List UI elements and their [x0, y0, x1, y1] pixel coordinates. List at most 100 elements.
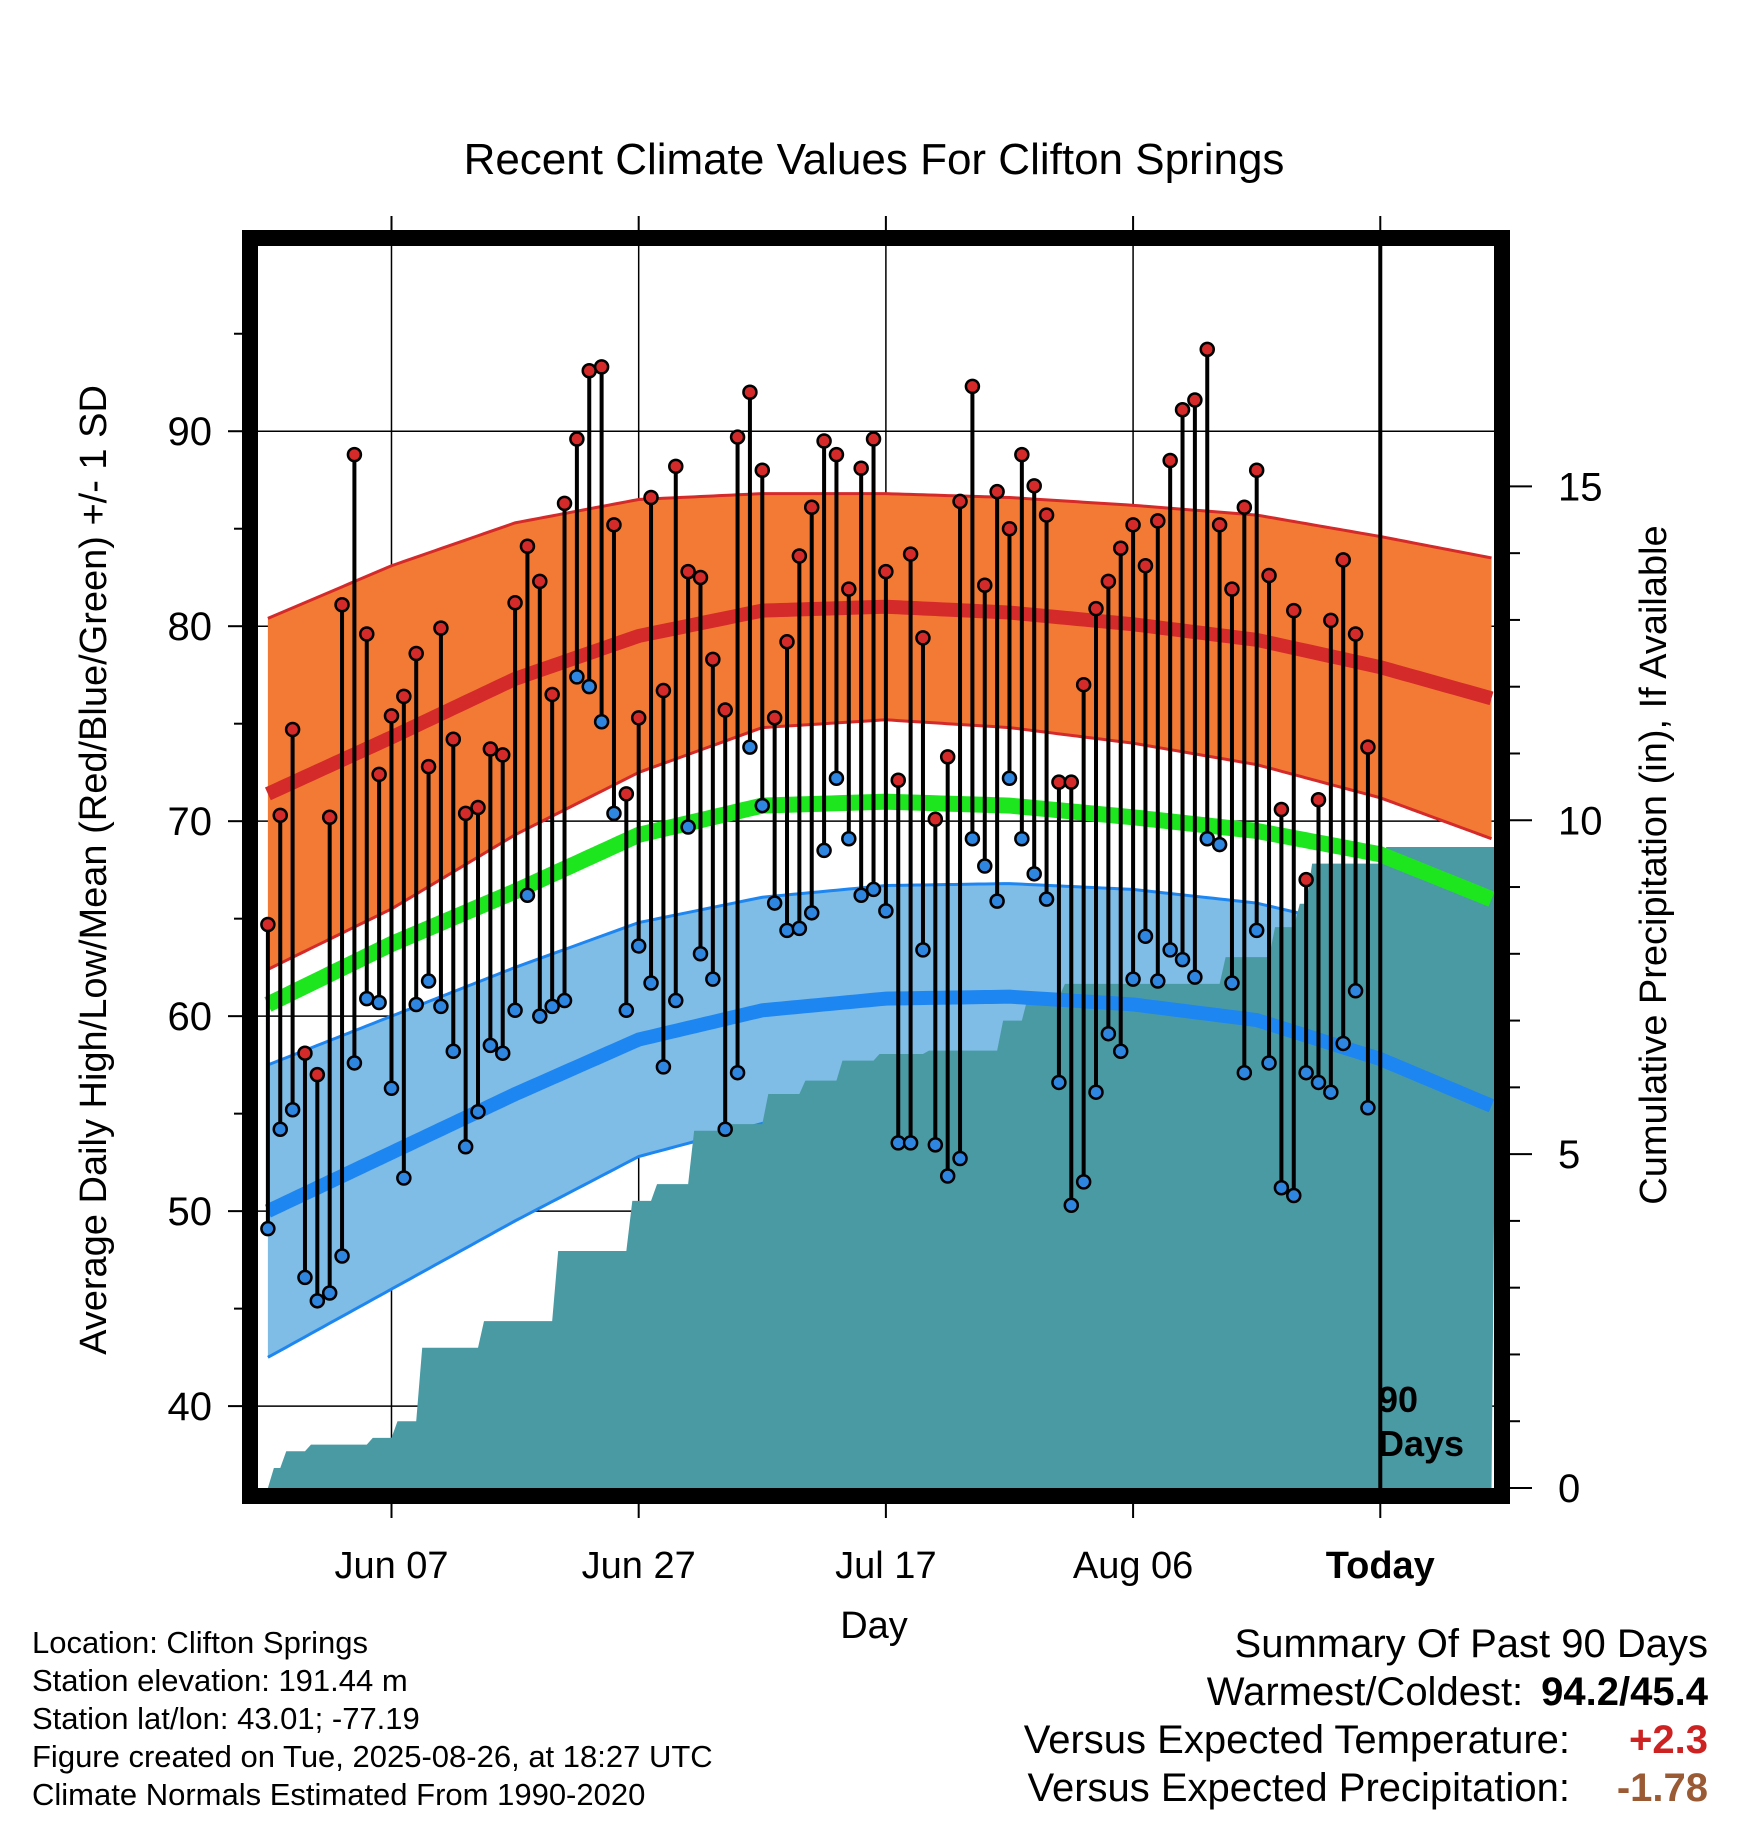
high-point: [1323, 612, 1339, 629]
high-point: [1360, 739, 1376, 755]
low-point: [606, 805, 622, 822]
high-point: [816, 433, 832, 449]
high-point: [1112, 540, 1129, 556]
low-point: [371, 994, 387, 1011]
high-point: [1088, 600, 1104, 617]
plot-border: [242, 230, 1510, 1504]
low-point: [1112, 1043, 1129, 1060]
low-point: [643, 975, 659, 991]
low-point: [1248, 922, 1265, 939]
low-point: [865, 881, 882, 898]
high-point: [1051, 774, 1067, 790]
today-label-line2: Days: [1378, 1423, 1464, 1464]
low-point: [952, 1150, 968, 1167]
high-point: [457, 805, 474, 822]
x-tick-label: Jul 17: [835, 1545, 936, 1587]
high-point: [1100, 573, 1117, 590]
normals-text: Climate Normals Estimated From 1990-2020: [32, 1777, 646, 1812]
high-sd-band-upper-edge: [267, 492, 1492, 620]
y2-tick-label: 10: [1558, 799, 1603, 843]
low-point: [519, 887, 536, 904]
low-point: [457, 1139, 474, 1155]
high-point: [1014, 446, 1030, 463]
y-tick-label: 90: [168, 410, 213, 454]
low-point: [1286, 1187, 1302, 1204]
high-point: [828, 446, 845, 463]
low-point: [433, 998, 449, 1015]
low-point: [1224, 975, 1240, 991]
high-point: [754, 462, 771, 478]
high-point: [334, 597, 350, 613]
x-axis-label: Day: [840, 1605, 908, 1647]
plot-frame: [242, 230, 1510, 1504]
low-point: [321, 1285, 338, 1301]
low-point: [754, 797, 771, 814]
high-point: [1286, 602, 1302, 619]
high-point: [1224, 581, 1240, 597]
low-point: [618, 1002, 635, 1019]
low-point: [297, 1269, 313, 1286]
high-point: [643, 489, 659, 506]
low-point: [1187, 969, 1203, 985]
low-point: [272, 1121, 288, 1137]
high-point: [1310, 791, 1327, 808]
low-point: [692, 946, 709, 962]
low-point: [1162, 942, 1178, 958]
low-point: [507, 1002, 523, 1019]
high-point: [803, 499, 820, 516]
low-point: [989, 893, 1005, 909]
high-point: [1075, 676, 1092, 693]
high-point: [779, 634, 795, 650]
warm-cold-row: Warmest/Coldest: 94.2/45.4: [1024, 1668, 1708, 1716]
high-point: [1150, 513, 1166, 529]
high-point: [1273, 801, 1290, 818]
high-point: [841, 581, 857, 597]
temp-label: Versus Expected Temperature:: [1023, 1718, 1570, 1762]
axes: 40 50 60 70 80 90 0 5 10 15 Jun 07 Jun 27 Jul 17 Aug …: [168, 216, 1603, 1587]
high-point: [1137, 558, 1154, 574]
low-point: [1137, 928, 1154, 944]
y-axis-label: Average Daily High/Low/Mean (Red/Blue/Gr…: [73, 385, 115, 1355]
created-text: Figure created on Tue, 2025-08-26, at 18…: [32, 1739, 713, 1774]
summary-heading: Summary Of Past 90 Days: [1234, 1622, 1708, 1666]
high-point: [865, 431, 882, 447]
low-point: [902, 1135, 919, 1151]
y-tick-label: 60: [168, 995, 213, 1039]
high-point: [445, 731, 462, 748]
y-tick-label: 50: [168, 1190, 213, 1234]
high-point: [729, 429, 746, 445]
low-point: [593, 713, 610, 730]
high-point: [1347, 626, 1364, 642]
low-point: [915, 942, 931, 958]
high-point: [494, 747, 511, 763]
chart-title: Recent Climate Values For Clifton Spring…: [464, 135, 1285, 184]
low-point: [581, 678, 597, 695]
high-point: [321, 809, 338, 826]
high-point: [1211, 517, 1228, 533]
y2-axis-label: Cumulative Precipitation (in), If Availa…: [1633, 525, 1675, 1204]
warm-cold-value: 94.2/45.4: [1541, 1670, 1708, 1714]
low-point: [1335, 1035, 1351, 1052]
y-tick-label: 80: [168, 605, 213, 649]
low-point: [1211, 836, 1228, 853]
high-point: [668, 458, 684, 475]
high-point: [297, 1045, 313, 1061]
high-point: [284, 721, 301, 738]
y-tick-label: 40: [168, 1385, 213, 1429]
low-point: [1261, 1055, 1277, 1071]
low-point: [766, 895, 783, 911]
high-point: [1125, 517, 1141, 533]
low-point: [309, 1293, 326, 1309]
high-point: [1038, 507, 1055, 523]
high-point: [705, 651, 721, 668]
high-point: [544, 686, 560, 703]
low-point: [1026, 866, 1042, 882]
x-tick-label: Jun 27: [582, 1545, 696, 1587]
low-point: [470, 1103, 486, 1120]
normal-high-line: [264, 599, 1494, 801]
station-info: Location: Clifton Springs Station elevat…: [32, 1624, 713, 1814]
high-point: [1261, 567, 1277, 584]
y-tick-label: 70: [168, 800, 213, 844]
high-point: [1236, 499, 1253, 516]
low-point: [803, 905, 820, 921]
